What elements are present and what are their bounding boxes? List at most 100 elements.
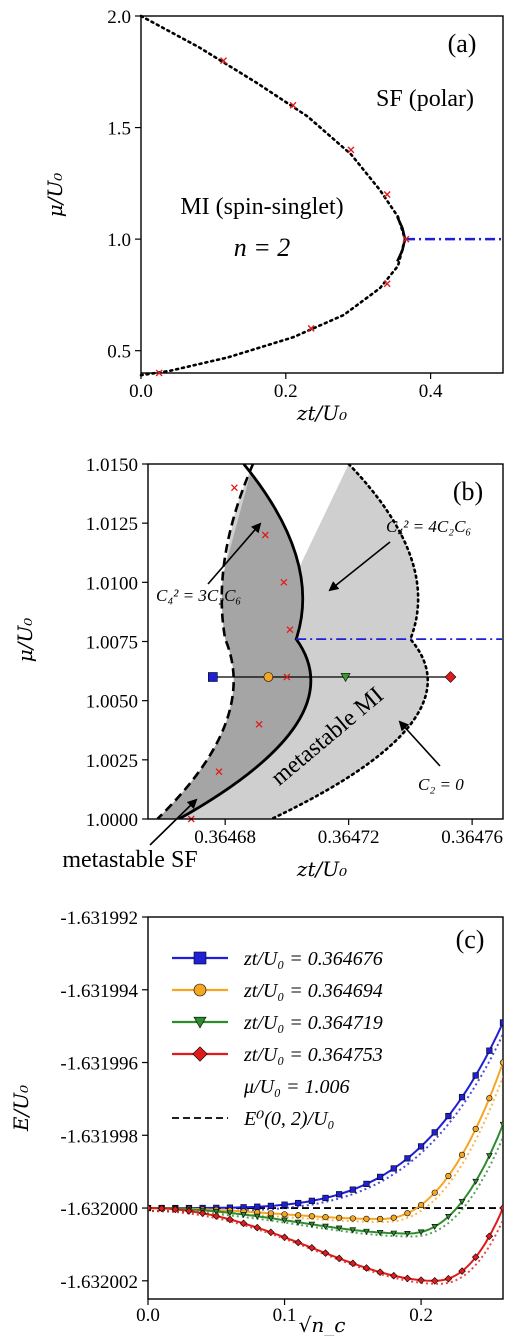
panel-b: 0.36468 0.36472 0.36476 1.0000 1.0025 1.0050 1… (13, 455, 504, 881)
panel-a-ylabel: μ/U₀ (43, 173, 67, 218)
panel-c-series-marker-2 (322, 1223, 329, 1230)
panel-c-series-marker-2 (417, 1229, 425, 1236)
panel-b-red-marker (283, 673, 291, 681)
panel-c-legend: zt/U₀ = 0.364676 zt/U₀ = 0.364694 zt/U₀ = … (172, 948, 383, 1130)
panel-c-series-marker-2 (308, 1221, 316, 1228)
panel-c-series-marker-0 (349, 1186, 356, 1193)
panel-a-axes-frame (140, 15, 504, 374)
panel-b-red-marker (280, 578, 288, 586)
panel-c-series-marker-0 (417, 1143, 425, 1150)
panel-c-ytick-label: -1.632002 (60, 1272, 138, 1293)
panel-c-series-marker-3 (267, 1228, 275, 1237)
panel-b-red-marker (261, 531, 269, 539)
panel-c-series-marker-1 (499, 1059, 503, 1066)
panel-a-red-marker (383, 280, 391, 288)
panel-b-ytick-label: 1.0150 (86, 455, 138, 476)
panel-c-ytick-label: -1.631998 (60, 1126, 138, 1147)
panel-c-series-marker-2 (349, 1227, 357, 1234)
panel-c-series-marker-0 (390, 1165, 397, 1172)
panel-a-ytick-label: 1.0 (107, 230, 131, 251)
panel-c-series-marker-2 (363, 1228, 370, 1235)
panel-c-series-marker-2 (486, 1153, 493, 1160)
panel-b-ylabel: μ/U₀ (13, 618, 37, 663)
panel-c-xlabel: √n_c (299, 1313, 346, 1336)
panel-b-curve-dashed (156, 464, 255, 819)
panel-b-xtick-label: 0.36468 (194, 827, 256, 848)
panel-b-xtick-label: 0.36476 (441, 827, 503, 848)
panel-c-xtick-label: 0.0 (136, 1305, 160, 1326)
panel-c-series-marker-3 (362, 1264, 371, 1272)
panel-a-red-marker (383, 191, 391, 198)
panel-c-series-marker-2 (404, 1230, 411, 1237)
panel-c-series-marker-3 (335, 1254, 343, 1263)
panel-b-ytick-label: 1.0100 (86, 573, 138, 594)
panel-b-label: (b) (453, 477, 483, 506)
panel-c-series-marker-2 (281, 1217, 288, 1224)
panel-c-series-marker-1 (308, 1213, 315, 1220)
panel-c-series-marker-3 (485, 1232, 494, 1241)
panel-c-series-marker-2 (253, 1213, 261, 1220)
panel-c-series-marker-3 (157, 1204, 166, 1213)
panel-a-xlabel: zt/U₀ (296, 401, 347, 425)
panel-c-legend-mu: μ/U₀ = 1.006 (243, 1076, 350, 1098)
panel-c-series-dotted-3 (151, 1210, 503, 1285)
panel-c-series-marker-3 (458, 1267, 466, 1275)
panel-b-annotation-dashed: C₄² = 3C₂C₆ (156, 586, 241, 605)
panel-a-ytick-label: 2.0 (107, 7, 131, 28)
panel-c-series-marker-3 (148, 1204, 152, 1212)
panel-b-curve-dotted (270, 464, 429, 819)
panel-c-series-marker-1 (363, 1215, 370, 1222)
panel-c-series-marker-2 (499, 1121, 503, 1128)
panel-b-annotation-region-sf: metastable SF (62, 847, 197, 873)
panel-c-series-marker-2 (240, 1211, 247, 1218)
panel-c-axes-frame (147, 916, 504, 1300)
panel-c-series-marker-1 (349, 1215, 356, 1222)
panel-c-series-marker-0 (472, 1072, 479, 1079)
panel-c-legend-marker (193, 1016, 207, 1029)
panel-c-series-marker-3 (294, 1238, 302, 1247)
panel-c-series-marker-2 (335, 1225, 343, 1232)
panel-c-ticks: 0.0 0.1 0.2 -1.631992 -1.631994 -1.631996 -1.6… (60, 908, 433, 1326)
panel-c-series-marker-3 (389, 1271, 398, 1280)
panel-b-annotation-dotted: C₂ = 0 (418, 775, 464, 794)
panel-b-region-group (148, 464, 503, 819)
panel-c-series-marker-0 (281, 1201, 288, 1208)
panel-a-ticks: 0.0 0.2 0.4 0.5 1.0 1.5 2.0 (107, 7, 443, 402)
panel-b-ytick-label: 1.0000 (86, 810, 138, 831)
panel-b-point-square (208, 672, 218, 682)
panel-c-series-marker-1 (486, 1095, 493, 1102)
panel-c-series-marker-3 (471, 1253, 480, 1261)
panel-c-series-marker-0 (295, 1199, 302, 1207)
panel-a-boundary-solid (396, 216, 407, 262)
panel-c-series-marker-3 (198, 1209, 207, 1218)
panel-a-red-marker (220, 57, 227, 65)
panel-b-red-marker (255, 720, 263, 728)
panel-a-ytick-label: 1.5 (107, 119, 131, 140)
panel-a: 0.0 0.2 0.4 0.5 1.0 1.5 2.0 (a) SF (polar) MI … (43, 7, 504, 425)
panel-c-series-marker-0 (404, 1155, 411, 1162)
panel-b-red-marker (215, 768, 223, 776)
panel-a-xtick-label: 0.0 (129, 381, 153, 402)
panel-c: 0.0 0.1 0.2 -1.631992 -1.631994 -1.631996 -1.6… (9, 908, 504, 1336)
panel-b-arrow-sf (149, 798, 198, 846)
panel-b-ytick-label: 1.0075 (86, 633, 138, 654)
panel-c-ytick-label: -1.631994 (60, 981, 138, 1002)
panel-c-series-marker-2 (212, 1208, 220, 1215)
panel-c-series-marker-0 (363, 1180, 370, 1188)
panel-c-series-marker-2 (458, 1199, 466, 1206)
panel-c-series-marker-0 (254, 1203, 261, 1210)
panel-c-series-marker-2 (226, 1210, 234, 1217)
panel-a-label: (a) (448, 29, 477, 58)
panel-a-red-marker (289, 101, 297, 109)
panel-a-red-marker (155, 369, 163, 377)
panel-c-ytick-label: -1.631992 (60, 908, 138, 929)
panel-c-series-marker-1 (445, 1172, 452, 1180)
panel-b-xtick-label: 0.36472 (318, 827, 380, 848)
panel-c-series-marker-2 (294, 1219, 302, 1226)
panel-c-series-marker-1 (295, 1212, 302, 1219)
panel-b-ytick-label: 1.0125 (86, 514, 138, 535)
panel-c-legend-marker (193, 951, 207, 965)
panel-c-ylabel: E/U₀ (9, 1085, 33, 1132)
panel-c-series-marker-3 (417, 1276, 425, 1284)
panel-c-series-marker-0 (377, 1173, 384, 1180)
